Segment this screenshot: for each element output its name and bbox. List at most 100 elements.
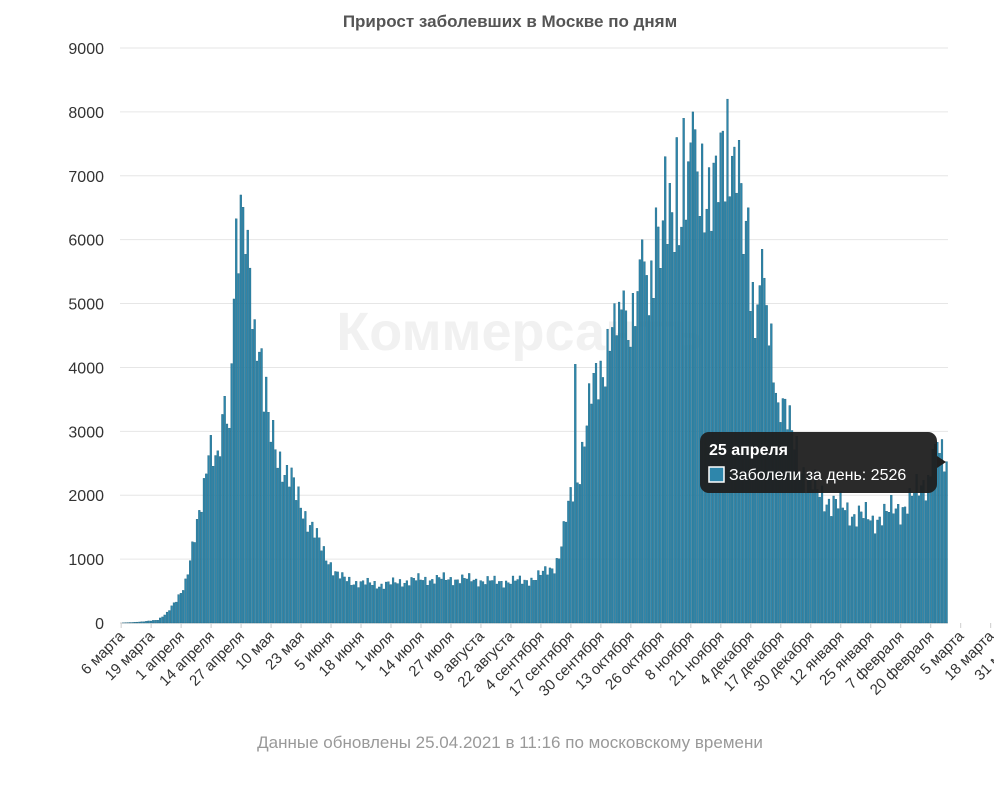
bar[interactable] [880, 525, 884, 624]
bar[interactable] [518, 575, 521, 624]
bar[interactable] [274, 449, 277, 624]
bar[interactable] [205, 473, 208, 624]
bar[interactable] [712, 162, 715, 624]
bar[interactable] [581, 441, 584, 624]
bar[interactable] [421, 580, 425, 624]
bar[interactable] [239, 194, 242, 624]
bar[interactable] [721, 130, 724, 624]
bar[interactable] [269, 441, 272, 624]
bar[interactable] [278, 451, 282, 624]
bar[interactable] [195, 519, 199, 624]
bar[interactable] [260, 348, 263, 624]
bar[interactable] [168, 610, 171, 624]
bar[interactable] [841, 507, 844, 624]
bar[interactable] [671, 212, 674, 624]
bar[interactable] [606, 328, 609, 624]
bar[interactable] [170, 605, 173, 624]
bar[interactable] [304, 511, 307, 624]
bar[interactable] [142, 621, 146, 624]
bar[interactable] [604, 386, 607, 624]
bar[interactable] [184, 578, 187, 624]
bar[interactable] [864, 502, 867, 624]
bar[interactable] [481, 581, 485, 624]
bar[interactable] [816, 489, 819, 624]
bar[interactable] [525, 580, 528, 624]
bar[interactable] [348, 576, 351, 624]
bar[interactable] [235, 218, 238, 624]
bar[interactable] [179, 593, 182, 624]
bar[interactable] [408, 585, 411, 624]
bar[interactable] [904, 506, 907, 624]
bar[interactable] [209, 435, 212, 624]
bar[interactable] [631, 293, 635, 624]
bar[interactable] [375, 588, 378, 624]
bar[interactable] [927, 475, 930, 624]
bar[interactable] [657, 226, 660, 624]
bar[interactable] [156, 620, 159, 624]
bar[interactable] [620, 309, 623, 624]
bar[interactable] [514, 580, 517, 624]
bar[interactable] [532, 580, 535, 624]
bar[interactable] [191, 541, 194, 624]
bar[interactable] [908, 488, 911, 624]
bar[interactable] [740, 183, 743, 624]
bar[interactable] [737, 140, 741, 624]
bar[interactable] [562, 521, 565, 624]
bar[interactable] [558, 558, 561, 624]
bar[interactable] [541, 570, 545, 624]
bar[interactable] [398, 579, 402, 624]
bar[interactable] [574, 364, 577, 624]
bar[interactable] [860, 511, 863, 624]
bar[interactable] [435, 575, 438, 624]
bar[interactable] [544, 566, 547, 624]
bar[interactable] [327, 564, 330, 624]
bar[interactable] [830, 516, 833, 624]
bar[interactable] [848, 525, 851, 624]
bar[interactable] [825, 504, 828, 624]
bar[interactable] [336, 571, 339, 624]
bar[interactable] [680, 226, 683, 624]
bar[interactable] [449, 577, 452, 624]
bar[interactable] [341, 572, 344, 624]
bar[interactable] [800, 473, 803, 624]
bar[interactable] [131, 622, 134, 624]
bar[interactable] [731, 155, 734, 624]
bar[interactable] [613, 303, 616, 624]
bar[interactable] [253, 319, 256, 624]
bar[interactable] [175, 601, 178, 624]
bar[interactable] [133, 622, 136, 624]
bar[interactable] [659, 268, 662, 624]
bar[interactable] [366, 577, 369, 624]
bar[interactable] [641, 239, 644, 624]
bar[interactable] [878, 516, 881, 624]
bar[interactable] [147, 620, 150, 624]
bar[interactable] [433, 583, 436, 624]
bar[interactable] [705, 208, 708, 624]
bar[interactable] [228, 427, 231, 624]
bar[interactable] [735, 192, 738, 624]
bar[interactable] [622, 290, 625, 624]
bar[interactable] [521, 583, 524, 624]
bar[interactable] [910, 495, 914, 624]
bar[interactable] [221, 414, 224, 624]
bar[interactable] [159, 617, 162, 624]
bar[interactable] [389, 584, 392, 624]
bar[interactable] [258, 351, 261, 624]
bar[interactable] [302, 518, 305, 624]
bar[interactable] [647, 315, 651, 624]
bar[interactable] [364, 584, 367, 624]
bar[interactable] [839, 491, 842, 624]
bar[interactable] [486, 576, 489, 624]
bar[interactable] [876, 519, 879, 624]
bar[interactable] [707, 167, 711, 624]
bar[interactable] [401, 586, 404, 624]
bar[interactable] [172, 602, 176, 624]
bar[interactable] [251, 329, 254, 624]
bar[interactable] [285, 465, 289, 624]
bar[interactable] [329, 562, 332, 624]
bar[interactable] [694, 129, 697, 624]
bar[interactable] [677, 245, 681, 624]
bar[interactable] [138, 621, 141, 624]
bar[interactable] [627, 340, 630, 624]
bar[interactable] [922, 480, 925, 624]
